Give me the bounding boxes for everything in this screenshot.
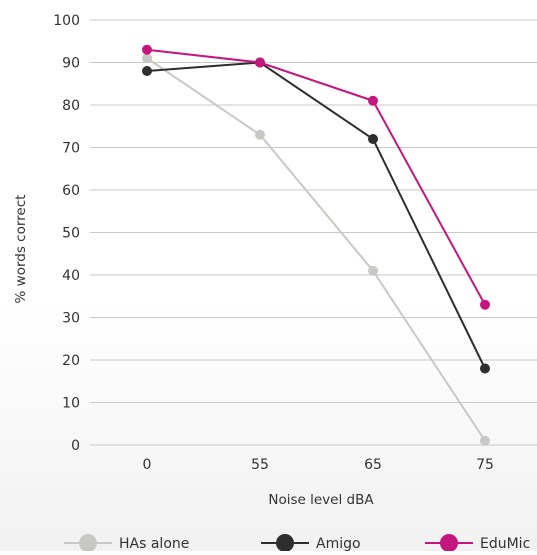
- legend-marker: [440, 534, 458, 552]
- x-axis-label: Noise level dBA: [268, 492, 374, 508]
- y-tick-label: 0: [71, 438, 80, 454]
- y-tick-label: 30: [62, 311, 80, 327]
- data-point: [142, 44, 152, 55]
- y-tick-label: 90: [62, 56, 80, 72]
- x-axis-ticks: 0 55 65 75: [143, 457, 494, 473]
- legend-marker: [276, 534, 294, 552]
- gridlines: [90, 19, 537, 446]
- y-tick-label: 70: [62, 141, 80, 157]
- y-axis-ticks: 0 10 20 30 40 50 60 70 80 90 100: [53, 13, 80, 454]
- y-tick-label: 50: [62, 226, 80, 242]
- y-tick-label: 100: [53, 13, 80, 29]
- data-point: [480, 299, 490, 310]
- data-point: [368, 95, 378, 106]
- data-point: [142, 53, 152, 64]
- y-axis-label: % words correct: [13, 195, 29, 304]
- data-point: [142, 66, 152, 76]
- legend-label: HAs alone: [119, 536, 189, 551]
- series-line: [146, 48, 486, 306]
- data-point: [368, 265, 378, 276]
- y-tick-label: 10: [62, 396, 80, 412]
- data-point: [255, 129, 265, 140]
- legend-item: EduMic: [425, 534, 530, 552]
- series-lines: [142, 44, 490, 446]
- data-point: [368, 134, 378, 144]
- legend-item: HAs alone: [64, 534, 189, 552]
- legend-item: Amigo: [261, 534, 361, 552]
- legend: HAs alone Amigo EduMic: [64, 534, 530, 552]
- data-point: [480, 363, 490, 374]
- legend-label: EduMic: [480, 536, 530, 551]
- y-tick-label: 40: [62, 268, 80, 284]
- x-tick-label: 75: [476, 457, 494, 473]
- series-line: [146, 57, 486, 442]
- y-tick-label: 60: [62, 183, 80, 199]
- y-tick-label: 80: [62, 98, 80, 114]
- data-point: [255, 57, 265, 68]
- x-tick-label: 65: [364, 457, 382, 473]
- y-tick-label: 20: [62, 353, 80, 369]
- series-edumic: [142, 44, 490, 310]
- series-line: [146, 61, 486, 369]
- series-has-alone: [142, 53, 490, 446]
- x-tick-label: 0: [143, 457, 152, 473]
- legend-marker: [79, 534, 97, 552]
- data-point: [480, 435, 490, 446]
- legend-label: Amigo: [316, 536, 361, 551]
- x-tick-label: 55: [251, 457, 269, 473]
